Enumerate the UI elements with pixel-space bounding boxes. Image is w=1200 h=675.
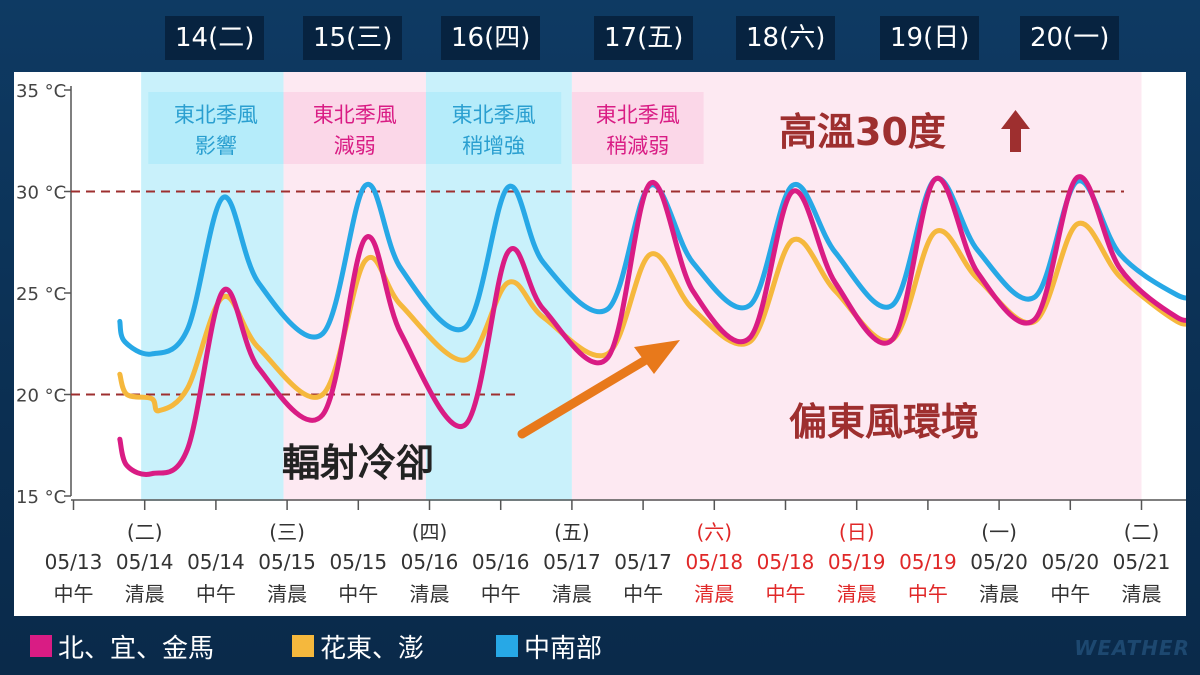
x-tick-time: 清晨 [410, 582, 450, 606]
x-tick-weekday: (一) [981, 520, 1017, 544]
x-tick-date: 05/14 [116, 550, 174, 574]
band-label-box [148, 92, 284, 164]
x-tick-weekday: (日) [839, 520, 875, 544]
chart-panel: 東北季風影響 東北季風減弱 東北季風稍增強 東北季風稍減弱 35 °C 30 °C 25 °… [14, 72, 1198, 616]
band-label-line2: 稍減弱 [606, 134, 669, 158]
orange-arrow-head-icon [634, 340, 680, 374]
x-tick-time: 中午 [338, 582, 378, 606]
x-tick-time: 清晨 [267, 582, 307, 606]
legend-north-label: 北、宜、金馬 [58, 633, 215, 664]
y-tick-label: 20 °C [16, 386, 66, 407]
x-tick-weekday: (四) [412, 520, 448, 544]
x-tick-weekday: (六) [696, 520, 732, 544]
x-tick-date: 05/15 [258, 550, 316, 574]
up-arrow-icon [1001, 110, 1030, 152]
y-tick-label: 25 °C [16, 284, 66, 305]
x-tick-date: 05/20 [970, 550, 1028, 574]
x-tick-time: 清晨 [837, 582, 877, 606]
legend-east-label: 花東、澎 [320, 633, 425, 664]
band-label-box [283, 92, 426, 164]
day-header: 17(五) [594, 16, 694, 60]
x-tick-time: 中午 [766, 582, 806, 606]
x-tick-time: 清晨 [125, 582, 165, 606]
x-tick-date: 05/14 [187, 550, 245, 574]
x-tick-time: 中午 [196, 582, 236, 606]
x-tick-time: 中午 [54, 582, 94, 606]
legend-central: 中南部 [496, 628, 602, 664]
x-tick-date: 05/15 [329, 550, 387, 574]
x-tick-date: 05/17 [614, 550, 672, 574]
x-tick-time: 中午 [1050, 582, 1090, 606]
x-tick-date: 05/18 [757, 550, 815, 574]
x-tick-weekday: (二) [1124, 520, 1160, 544]
x-tick-date: 05/19 [899, 550, 957, 574]
annotation-east-wind: 偏東風環境 [789, 400, 979, 444]
series-line-north [117, 174, 1198, 477]
annotation-radiation: 輻射冷卻 [282, 441, 434, 485]
day-header: 15(三) [303, 16, 403, 60]
y-tick-label: 30 °C [16, 183, 66, 204]
orange-arrow-shaft [517, 350, 659, 439]
band-label-box [571, 92, 704, 164]
legend-central-label: 中南部 [524, 633, 603, 664]
y-tick-label: 35 °C [16, 81, 66, 102]
day-header: 19(日) [880, 16, 980, 60]
band-label-line2: 減弱 [334, 134, 376, 158]
x-tick-date: 05/20 [1041, 550, 1099, 574]
band-label-line1: 東北季風 [313, 103, 397, 127]
x-tick-date: 05/21 [1113, 550, 1171, 574]
x-tick-date: 05/17 [543, 550, 601, 574]
y-tick-label: 15 °C [16, 487, 66, 508]
day-header: 20(一) [1020, 16, 1120, 60]
day-header: 14(二) [165, 16, 265, 60]
brand-watermark: WEATHER [1074, 636, 1190, 660]
legend-north: 北、宜、金馬 [30, 628, 214, 664]
x-tick-time: 清晨 [1122, 582, 1162, 606]
x-tick-date: 05/16 [472, 550, 530, 574]
legend-east: 花東、澎 [292, 628, 424, 664]
legend-central-swatch [496, 635, 518, 657]
legend-north-swatch [30, 635, 52, 657]
x-tick-weekday: (三) [269, 520, 305, 544]
series-line-central [117, 175, 1198, 357]
x-tick-time: 清晨 [979, 582, 1019, 606]
band-label-line1: 東北季風 [452, 103, 536, 127]
band-label-line2: 稍增強 [462, 134, 525, 158]
legend-east-swatch [292, 635, 314, 657]
band-label-line1: 東北季風 [596, 103, 680, 127]
x-tick-time: 清晨 [552, 582, 592, 606]
x-tick-date: 05/18 [685, 550, 743, 574]
x-tick-weekday: (二) [127, 520, 163, 544]
band-label-line2: 影響 [195, 134, 237, 158]
x-tick-date: 05/13 [45, 550, 103, 574]
band-label-box [425, 92, 562, 164]
annotation-high-temp: 高溫30度 [779, 110, 946, 154]
x-tick-time: 清晨 [694, 582, 734, 606]
day-header: 18(六) [736, 16, 836, 60]
x-tick-time: 中午 [908, 582, 948, 606]
x-tick-date: 05/19 [828, 550, 886, 574]
x-tick-time: 中午 [481, 582, 521, 606]
x-tick-weekday: (五) [554, 520, 590, 544]
x-tick-time: 中午 [623, 582, 663, 606]
x-tick-date: 05/16 [401, 550, 459, 574]
day-header: 16(四) [441, 16, 541, 60]
band-label-line1: 東北季風 [174, 103, 258, 127]
